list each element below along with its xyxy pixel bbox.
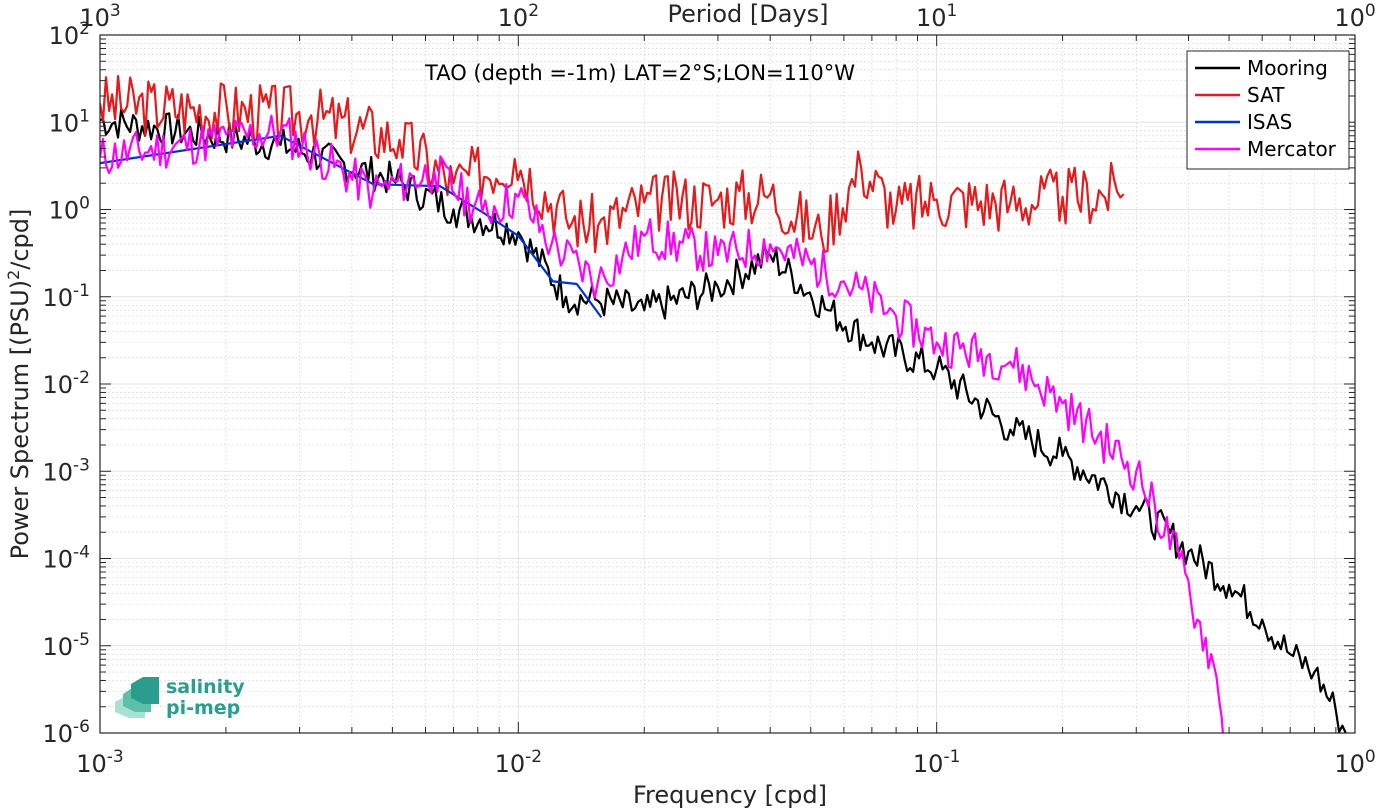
logo-mark [115, 677, 159, 718]
series-line-mercator [100, 114, 1226, 733]
y-tick-exponent: -1 [73, 281, 90, 301]
y-axis-title-suffix: /cpd] [6, 209, 34, 270]
legend-box [1186, 50, 1350, 170]
y-tick-label: 101 [49, 106, 90, 137]
ticks-layer [99, 34, 1356, 734]
legend-entries: Mooring SAT ISAS Mercator [1195, 56, 1337, 161]
x-tick-label: 100 [1334, 747, 1375, 778]
top-tick-label: 101 [916, 1, 957, 32]
x-tick-mantissa: 10 [76, 750, 107, 778]
top-tick-mantissa: 10 [916, 4, 947, 32]
legend-label-sat: SAT [1247, 83, 1285, 107]
y-tick-exponent: 1 [79, 106, 90, 126]
top-tick-label: 100 [1334, 1, 1375, 32]
top-tick-mantissa: 10 [79, 4, 110, 32]
top-tick-label: 102 [498, 1, 539, 32]
y-axis-title: Power Spectrum [(PSU)2/cpd] [4, 209, 34, 560]
y-tick-exponent: -4 [73, 543, 90, 563]
x-tick-mantissa: 10 [495, 750, 526, 778]
legend-label-mooring: Mooring [1247, 56, 1328, 80]
y-tick-label: 10-6 [43, 717, 91, 748]
y-tick-label: 10-1 [43, 281, 91, 312]
chart-title: TAO (depth =-1m) LAT=2°S;LON=110°W [424, 61, 855, 85]
y-tick-mantissa: 10 [43, 371, 74, 399]
top-tick-exponent: 0 [1365, 1, 1376, 21]
logo-line2: pi-mep [166, 697, 240, 719]
top-tick-mantissa: 10 [498, 4, 529, 32]
y-tick-label: 10-3 [43, 455, 91, 486]
series-layer [100, 74, 1347, 733]
y-tick-exponent: -6 [73, 717, 90, 737]
x-tick-label: 10-1 [913, 747, 961, 778]
y-axis-title-prefix: Power Spectrum [(PSU) [6, 280, 34, 559]
top-axis-title: Period [Days] [667, 0, 828, 28]
y-tick-label: 100 [49, 194, 90, 225]
x-tick-exponent: -3 [107, 747, 124, 767]
legend-label-mercator: Mercator [1247, 137, 1337, 161]
legend-label-isas: ISAS [1247, 110, 1292, 134]
x-tick-exponent: 0 [1365, 747, 1376, 767]
y-tick-mantissa: 10 [49, 109, 80, 137]
y-tick-mantissa: 10 [49, 22, 80, 50]
top-tick-exponent: 3 [110, 1, 121, 21]
series-line-sat [100, 74, 1125, 254]
y-tick-exponent: -2 [73, 368, 90, 388]
logo: salinity pi-mep [115, 676, 245, 719]
y-tick-label: 10-5 [43, 630, 91, 661]
x-tick-label: 10-3 [76, 747, 124, 778]
legend: Mooring SAT ISAS Mercator [1186, 50, 1350, 170]
minor-grid [100, 35, 1355, 733]
y-tick-exponent: 0 [79, 194, 90, 214]
x-tick-mantissa: 10 [913, 750, 944, 778]
x-tick-exponent: -2 [525, 747, 542, 767]
top-tick-labels: 103 102 101 100 [79, 1, 1375, 32]
y-tick-label: 102 [49, 19, 90, 50]
y-tick-exponent: -5 [73, 630, 90, 650]
y-tick-mantissa: 10 [43, 546, 74, 574]
y-tick-mantissa: 10 [43, 720, 74, 748]
x-axis-title: Frequency [cpd] [633, 781, 827, 809]
top-tick-mantissa: 10 [1334, 4, 1365, 32]
y-axis-title-sup: 2 [4, 270, 23, 280]
series-line-isas [100, 134, 603, 319]
y-tick-mantissa: 10 [43, 284, 74, 312]
y-tick-mantissa: 10 [43, 633, 74, 661]
y-tick-label: 10-4 [43, 543, 91, 574]
y-tick-mantissa: 10 [43, 458, 74, 486]
top-tick-label: 103 [79, 1, 120, 32]
x-tick-label: 10-2 [495, 747, 543, 778]
logo-line1: salinity [166, 676, 245, 698]
y-tick-exponent: -3 [73, 455, 90, 475]
x-tick-labels: 10-3 10-2 10-1 100 [76, 747, 1375, 778]
top-tick-exponent: 1 [947, 1, 958, 21]
x-tick-mantissa: 10 [1334, 750, 1365, 778]
x-tick-exponent: -1 [943, 747, 960, 767]
top-tick-exponent: 2 [528, 1, 539, 21]
y-tick-label: 10-2 [43, 368, 91, 399]
y-tick-exponent: 2 [79, 19, 90, 39]
y-tick-mantissa: 10 [49, 197, 80, 225]
